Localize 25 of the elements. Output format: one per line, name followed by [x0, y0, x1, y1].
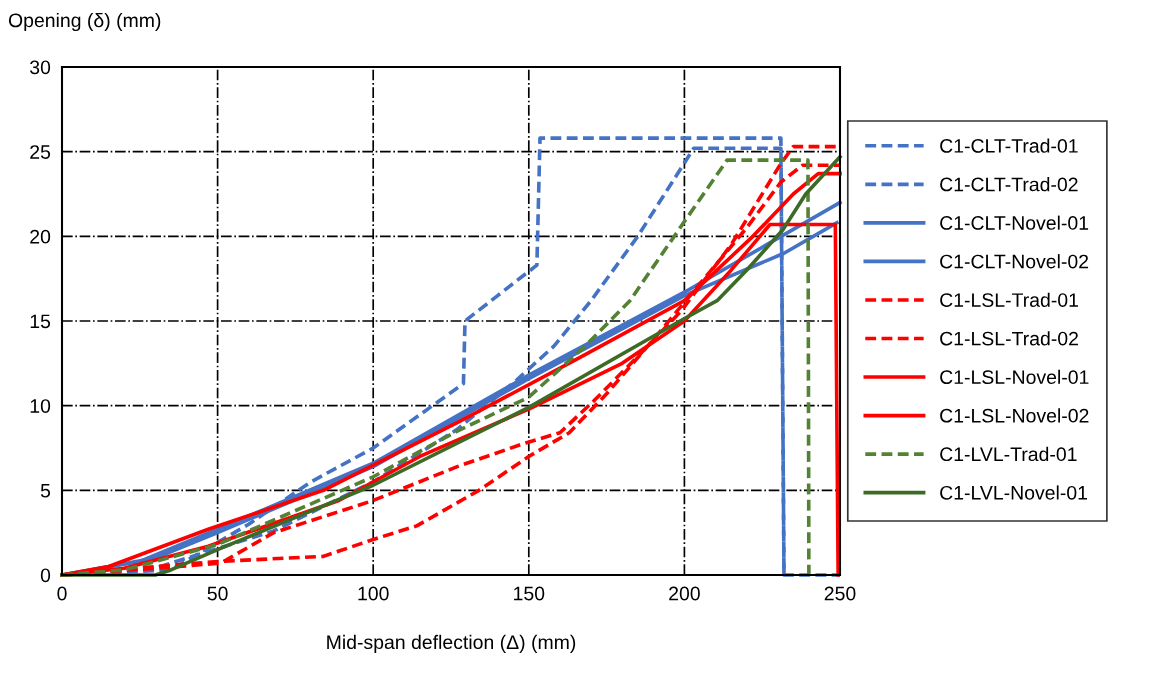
- legend-label: C1-LSL-Novel-02: [940, 408, 1089, 423]
- y-tick-label: 0: [40, 568, 51, 583]
- y-tick-label: 25: [30, 145, 51, 159]
- x-tick-label: 0: [57, 586, 67, 601]
- x-tick-label: 100: [358, 586, 389, 601]
- y-tick-label: 20: [30, 229, 51, 244]
- legend-label: C1-LSL-Trad-01: [940, 292, 1078, 307]
- x-tick-label: 200: [669, 586, 700, 601]
- y-tick-label: 15: [30, 314, 51, 329]
- legend-label: C1-LVL-Trad-01: [940, 446, 1077, 462]
- legend-label: C1-LSL-Trad-02: [940, 331, 1078, 346]
- y-tick-label: 10: [30, 399, 51, 413]
- legend-label: C1-CLT-Novel-02: [940, 254, 1089, 269]
- y-tick-label: 30: [30, 60, 51, 75]
- x-axis-title: Mid-span deflection (Δ) (mm): [327, 634, 576, 653]
- legend-label: C1-CLT-Trad-01: [940, 138, 1078, 153]
- x-tick-label: 150: [514, 586, 545, 601]
- x-tick-label: 50: [207, 586, 228, 601]
- legend-label: C1-LVL-Novel-01: [940, 485, 1088, 500]
- x-tick-label: 250: [824, 586, 856, 601]
- legend-label: C1-LSL-Novel-01: [940, 369, 1089, 385]
- y-axis-title: Opening (δ) (mm): [8, 12, 161, 32]
- legend-label: C1-CLT-Trad-02: [940, 177, 1078, 192]
- y-tick-label: 5: [40, 484, 51, 498]
- legend-label: C1-CLT-Novel-01: [940, 215, 1089, 230]
